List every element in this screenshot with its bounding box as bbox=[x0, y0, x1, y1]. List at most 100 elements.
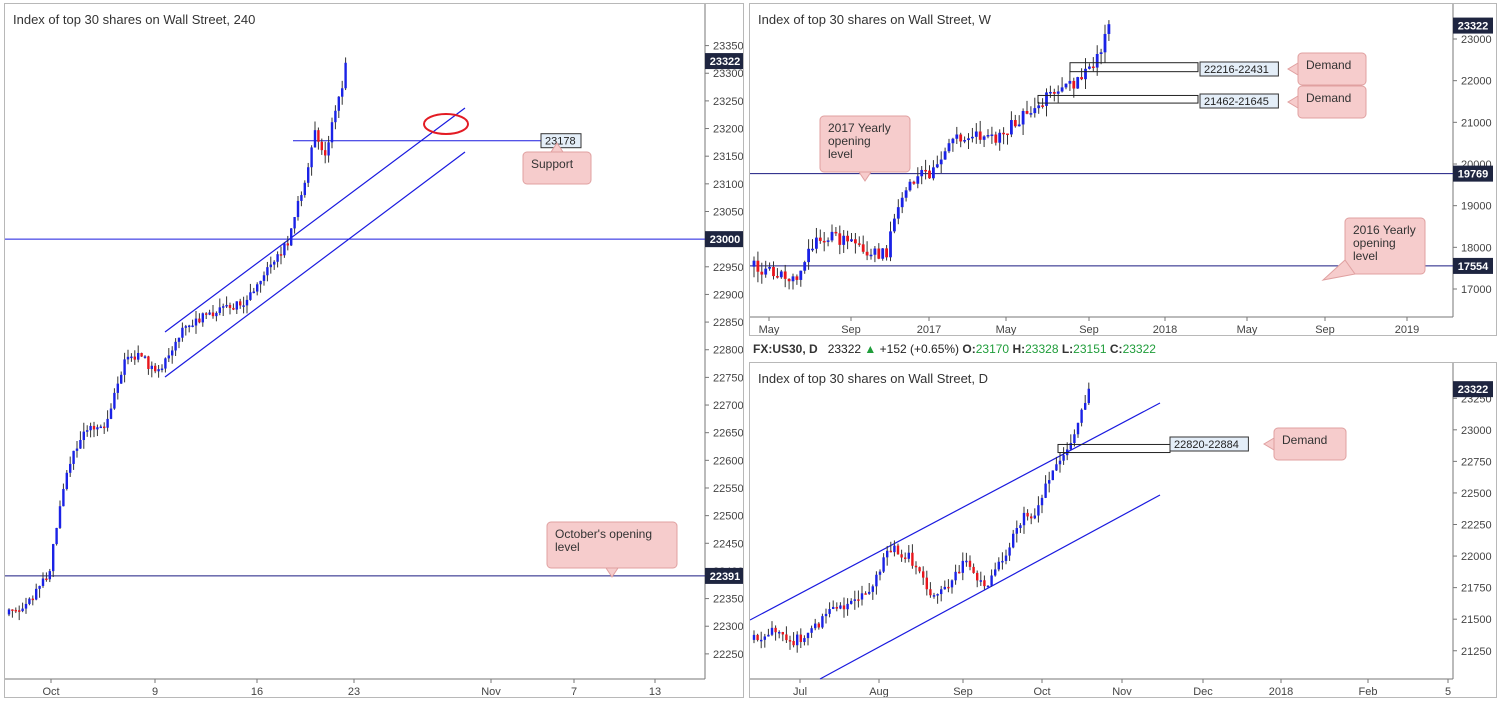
candle-body bbox=[835, 606, 838, 609]
h4-y-tick-label: 23250 bbox=[713, 96, 744, 108]
candle-body bbox=[922, 571, 925, 578]
demand-note-2-text: Demand bbox=[1306, 91, 1351, 105]
candle-body bbox=[320, 141, 323, 151]
candle-body bbox=[821, 616, 824, 628]
last-price: 23322 bbox=[827, 342, 862, 356]
h4-chart-title: Index of top 30 shares on Wall Street, 2… bbox=[13, 12, 256, 27]
candle-body bbox=[296, 200, 300, 218]
candle-body bbox=[341, 88, 344, 97]
candle-body bbox=[865, 251, 869, 256]
candle-body bbox=[878, 571, 882, 575]
h4-x-tick-label: Oct bbox=[42, 686, 59, 698]
candle-body bbox=[65, 472, 68, 489]
h4-y-tick-label: 22500 bbox=[713, 511, 744, 523]
candle-body bbox=[963, 140, 966, 142]
candle-body bbox=[143, 356, 147, 358]
candle-body bbox=[928, 170, 931, 179]
candle-body bbox=[337, 96, 340, 111]
daily-y-tick-label: 21250 bbox=[1461, 646, 1492, 658]
daily-chart-panel[interactable]: 23250 23000 22750 22500 22250 22000 21750 21500… bbox=[749, 362, 1497, 698]
candle-body bbox=[24, 603, 28, 609]
yearly-2016-note-text: 2016 Yearly bbox=[1353, 223, 1416, 237]
daily-chart[interactable]: 2325023000227502250022250220002175021500… bbox=[750, 363, 1497, 698]
october-open-note-text: October's opening bbox=[555, 527, 652, 541]
candle-body bbox=[958, 571, 961, 574]
candle-body bbox=[853, 599, 856, 601]
candle-body bbox=[1099, 52, 1103, 54]
candle-body bbox=[1037, 505, 1040, 516]
candle-body bbox=[889, 550, 892, 553]
h4-x-tick-label: 13 bbox=[649, 686, 661, 698]
candle-body bbox=[293, 217, 296, 229]
daily-y-tick-label: 22750 bbox=[1461, 456, 1492, 468]
weekly-chart-title: Index of top 30 shares on Wall Street, W bbox=[758, 12, 991, 27]
candle-body bbox=[99, 426, 102, 429]
candle-body bbox=[69, 463, 72, 473]
candle-body bbox=[854, 239, 857, 244]
candle-body bbox=[55, 527, 58, 545]
candle-body bbox=[1062, 455, 1065, 461]
candle-body bbox=[313, 130, 317, 148]
candle-body bbox=[990, 134, 994, 137]
candle-body bbox=[1076, 422, 1080, 435]
candle-body bbox=[1103, 33, 1107, 53]
candle-body bbox=[58, 506, 62, 528]
candle-body bbox=[785, 634, 788, 641]
candle-body bbox=[164, 358, 167, 369]
candle-body bbox=[961, 560, 964, 573]
daily-x-tick-label: 2018 bbox=[1269, 686, 1293, 698]
candle-body bbox=[994, 569, 997, 576]
candle-body bbox=[266, 267, 269, 276]
candle-body bbox=[198, 318, 201, 323]
candle-body bbox=[1008, 547, 1011, 556]
candle-body bbox=[160, 368, 164, 371]
daily-x-tick-label: Aug bbox=[869, 686, 889, 698]
candle-body bbox=[783, 271, 787, 279]
candle-body bbox=[1084, 68, 1087, 80]
yearly-2016-note-pointer bbox=[1321, 259, 1356, 281]
candle-body bbox=[886, 550, 889, 558]
high-label: H: bbox=[1012, 342, 1026, 356]
open-label: O: bbox=[962, 342, 976, 356]
candle-body bbox=[1058, 460, 1062, 465]
candle-body bbox=[1076, 77, 1080, 89]
candle-body bbox=[799, 270, 803, 280]
candle-body bbox=[799, 634, 802, 643]
yearly-2016-note-bubble bbox=[1344, 217, 1426, 275]
candle-body bbox=[1025, 111, 1029, 114]
candle-body bbox=[191, 325, 194, 328]
candle-body bbox=[11, 609, 14, 611]
candle-body bbox=[896, 207, 900, 219]
candle-body bbox=[911, 552, 914, 566]
candle-body bbox=[979, 580, 982, 582]
h4-chart[interactable]: 23350 23300 23250 23200 23150 23100 23050 23000… bbox=[5, 4, 744, 698]
open-value: 23170 bbox=[975, 342, 1010, 356]
candle-body bbox=[184, 326, 187, 328]
demand-zone-2-box bbox=[1199, 93, 1279, 109]
daily-x-tick-label: Jul bbox=[793, 686, 807, 698]
channel-upper-line bbox=[164, 107, 466, 333]
candle-body bbox=[1030, 516, 1033, 519]
weekly-chart-panel[interactable]: 23000 22000 21000 20000 19000 18000 17000 May Se… bbox=[749, 3, 1497, 336]
candle-body bbox=[950, 580, 954, 588]
candle-body bbox=[28, 598, 31, 604]
candle-body bbox=[126, 356, 130, 360]
candle-body bbox=[1088, 66, 1091, 69]
candle-body bbox=[997, 561, 1000, 570]
candle-body bbox=[1013, 120, 1017, 127]
high-value: 23328 bbox=[1025, 342, 1059, 356]
h4-chart-panel[interactable]: 23350 23300 23250 23200 23150 23100 23050 23000… bbox=[4, 3, 744, 698]
candle-body bbox=[38, 585, 41, 589]
support-highlight-circle bbox=[423, 113, 469, 135]
h4-y-tick-label: 23100 bbox=[713, 179, 744, 191]
candle-body bbox=[916, 176, 920, 184]
candle-body bbox=[300, 195, 303, 201]
candle-body bbox=[344, 62, 347, 89]
candle-body bbox=[850, 600, 853, 604]
candle-body bbox=[925, 577, 928, 590]
candle-body bbox=[959, 134, 963, 142]
h4-y-tick-label: 23050 bbox=[713, 206, 744, 218]
h4-y-tick-label: 22800 bbox=[713, 345, 744, 357]
candle-body bbox=[838, 233, 842, 245]
